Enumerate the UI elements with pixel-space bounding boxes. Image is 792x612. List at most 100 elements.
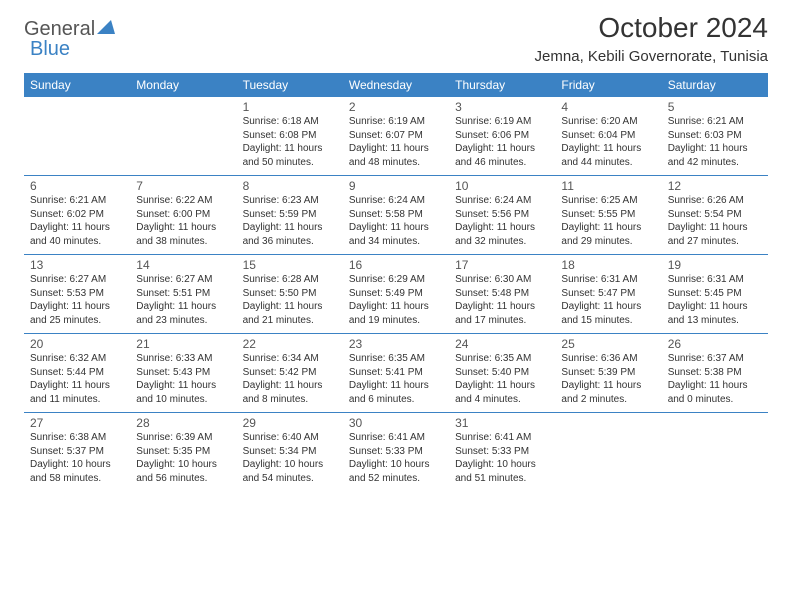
calendar-day-cell: 21Sunrise: 6:33 AMSunset: 5:43 PMDayligh… bbox=[130, 334, 236, 413]
calendar-body: 1Sunrise: 6:18 AMSunset: 6:08 PMDaylight… bbox=[24, 97, 768, 491]
calendar-day-cell: 23Sunrise: 6:35 AMSunset: 5:41 PMDayligh… bbox=[343, 334, 449, 413]
calendar-week-row: 27Sunrise: 6:38 AMSunset: 5:37 PMDayligh… bbox=[24, 413, 768, 492]
calendar-day-cell: 31Sunrise: 6:41 AMSunset: 5:33 PMDayligh… bbox=[449, 413, 555, 492]
calendar-day-cell: 24Sunrise: 6:35 AMSunset: 5:40 PMDayligh… bbox=[449, 334, 555, 413]
calendar-day-cell: 1Sunrise: 6:18 AMSunset: 6:08 PMDaylight… bbox=[237, 97, 343, 176]
calendar-day-cell: 9Sunrise: 6:24 AMSunset: 5:58 PMDaylight… bbox=[343, 176, 449, 255]
day-info: Sunrise: 6:35 AMSunset: 5:40 PMDaylight:… bbox=[455, 352, 549, 406]
day-number: 6 bbox=[30, 179, 124, 193]
calendar-day-cell: 20Sunrise: 6:32 AMSunset: 5:44 PMDayligh… bbox=[24, 334, 130, 413]
weekday-header-row: SundayMondayTuesdayWednesdayThursdayFrid… bbox=[24, 73, 768, 97]
day-info: Sunrise: 6:37 AMSunset: 5:38 PMDaylight:… bbox=[668, 352, 762, 406]
calendar-day-cell: 4Sunrise: 6:20 AMSunset: 6:04 PMDaylight… bbox=[555, 97, 661, 176]
day-number: 15 bbox=[243, 258, 337, 272]
month-title: October 2024 bbox=[535, 12, 768, 44]
calendar-day-cell: 25Sunrise: 6:36 AMSunset: 5:39 PMDayligh… bbox=[555, 334, 661, 413]
calendar-day-cell: 16Sunrise: 6:29 AMSunset: 5:49 PMDayligh… bbox=[343, 255, 449, 334]
location-text: Jemna, Kebili Governorate, Tunisia bbox=[535, 48, 768, 65]
day-number: 5 bbox=[668, 100, 762, 114]
day-number: 28 bbox=[136, 416, 230, 430]
day-info: Sunrise: 6:18 AMSunset: 6:08 PMDaylight:… bbox=[243, 115, 337, 169]
day-number: 1 bbox=[243, 100, 337, 114]
calendar-day-cell: 12Sunrise: 6:26 AMSunset: 5:54 PMDayligh… bbox=[662, 176, 768, 255]
day-info: Sunrise: 6:20 AMSunset: 6:04 PMDaylight:… bbox=[561, 115, 655, 169]
calendar-day-cell: 29Sunrise: 6:40 AMSunset: 5:34 PMDayligh… bbox=[237, 413, 343, 492]
day-info: Sunrise: 6:25 AMSunset: 5:55 PMDaylight:… bbox=[561, 194, 655, 248]
day-number: 14 bbox=[136, 258, 230, 272]
day-info: Sunrise: 6:31 AMSunset: 5:47 PMDaylight:… bbox=[561, 273, 655, 327]
day-info: Sunrise: 6:34 AMSunset: 5:42 PMDaylight:… bbox=[243, 352, 337, 406]
day-info: Sunrise: 6:21 AMSunset: 6:03 PMDaylight:… bbox=[668, 115, 762, 169]
weekday-header: Saturday bbox=[662, 73, 768, 97]
calendar-week-row: 6Sunrise: 6:21 AMSunset: 6:02 PMDaylight… bbox=[24, 176, 768, 255]
day-number: 2 bbox=[349, 100, 443, 114]
day-number: 27 bbox=[30, 416, 124, 430]
day-number: 26 bbox=[668, 337, 762, 351]
day-number: 8 bbox=[243, 179, 337, 193]
weekday-header: Wednesday bbox=[343, 73, 449, 97]
day-info: Sunrise: 6:26 AMSunset: 5:54 PMDaylight:… bbox=[668, 194, 762, 248]
day-info: Sunrise: 6:19 AMSunset: 6:06 PMDaylight:… bbox=[455, 115, 549, 169]
calendar-week-row: 20Sunrise: 6:32 AMSunset: 5:44 PMDayligh… bbox=[24, 334, 768, 413]
day-info: Sunrise: 6:32 AMSunset: 5:44 PMDaylight:… bbox=[30, 352, 124, 406]
day-info: Sunrise: 6:19 AMSunset: 6:07 PMDaylight:… bbox=[349, 115, 443, 169]
day-number: 29 bbox=[243, 416, 337, 430]
calendar-day-cell: 3Sunrise: 6:19 AMSunset: 6:06 PMDaylight… bbox=[449, 97, 555, 176]
day-info: Sunrise: 6:30 AMSunset: 5:48 PMDaylight:… bbox=[455, 273, 549, 327]
day-info: Sunrise: 6:41 AMSunset: 5:33 PMDaylight:… bbox=[349, 431, 443, 485]
calendar-day-cell: 26Sunrise: 6:37 AMSunset: 5:38 PMDayligh… bbox=[662, 334, 768, 413]
calendar-day-cell bbox=[24, 97, 130, 176]
calendar-day-cell: 13Sunrise: 6:27 AMSunset: 5:53 PMDayligh… bbox=[24, 255, 130, 334]
day-info: Sunrise: 6:27 AMSunset: 5:53 PMDaylight:… bbox=[30, 273, 124, 327]
day-number: 31 bbox=[455, 416, 549, 430]
day-number: 17 bbox=[455, 258, 549, 272]
calendar-day-cell: 6Sunrise: 6:21 AMSunset: 6:02 PMDaylight… bbox=[24, 176, 130, 255]
day-number: 10 bbox=[455, 179, 549, 193]
day-info: Sunrise: 6:22 AMSunset: 6:00 PMDaylight:… bbox=[136, 194, 230, 248]
day-number: 25 bbox=[561, 337, 655, 351]
brand-text-blue-wrap: Blue bbox=[30, 38, 70, 61]
calendar-day-cell: 18Sunrise: 6:31 AMSunset: 5:47 PMDayligh… bbox=[555, 255, 661, 334]
day-info: Sunrise: 6:21 AMSunset: 6:02 PMDaylight:… bbox=[30, 194, 124, 248]
weekday-header: Sunday bbox=[24, 73, 130, 97]
day-number: 3 bbox=[455, 100, 549, 114]
day-number: 19 bbox=[668, 258, 762, 272]
calendar-table: SundayMondayTuesdayWednesdayThursdayFrid… bbox=[24, 73, 768, 491]
day-info: Sunrise: 6:27 AMSunset: 5:51 PMDaylight:… bbox=[136, 273, 230, 327]
day-info: Sunrise: 6:36 AMSunset: 5:39 PMDaylight:… bbox=[561, 352, 655, 406]
day-info: Sunrise: 6:40 AMSunset: 5:34 PMDaylight:… bbox=[243, 431, 337, 485]
day-number: 23 bbox=[349, 337, 443, 351]
weekday-header: Friday bbox=[555, 73, 661, 97]
calendar-day-cell: 22Sunrise: 6:34 AMSunset: 5:42 PMDayligh… bbox=[237, 334, 343, 413]
title-block: October 2024 Jemna, Kebili Governorate, … bbox=[535, 12, 768, 65]
calendar-day-cell bbox=[130, 97, 236, 176]
calendar-day-cell: 2Sunrise: 6:19 AMSunset: 6:07 PMDaylight… bbox=[343, 97, 449, 176]
day-info: Sunrise: 6:33 AMSunset: 5:43 PMDaylight:… bbox=[136, 352, 230, 406]
header: General October 2024 Jemna, Kebili Gover… bbox=[24, 12, 768, 65]
calendar-week-row: 13Sunrise: 6:27 AMSunset: 5:53 PMDayligh… bbox=[24, 255, 768, 334]
calendar-day-cell: 28Sunrise: 6:39 AMSunset: 5:35 PMDayligh… bbox=[130, 413, 236, 492]
day-info: Sunrise: 6:28 AMSunset: 5:50 PMDaylight:… bbox=[243, 273, 337, 327]
day-number: 22 bbox=[243, 337, 337, 351]
day-number: 12 bbox=[668, 179, 762, 193]
day-info: Sunrise: 6:31 AMSunset: 5:45 PMDaylight:… bbox=[668, 273, 762, 327]
day-info: Sunrise: 6:29 AMSunset: 5:49 PMDaylight:… bbox=[349, 273, 443, 327]
day-info: Sunrise: 6:41 AMSunset: 5:33 PMDaylight:… bbox=[455, 431, 549, 485]
brand-triangle-icon bbox=[97, 20, 115, 39]
day-number: 11 bbox=[561, 179, 655, 193]
weekday-header: Monday bbox=[130, 73, 236, 97]
calendar-day-cell: 19Sunrise: 6:31 AMSunset: 5:45 PMDayligh… bbox=[662, 255, 768, 334]
calendar-week-row: 1Sunrise: 6:18 AMSunset: 6:08 PMDaylight… bbox=[24, 97, 768, 176]
day-info: Sunrise: 6:39 AMSunset: 5:35 PMDaylight:… bbox=[136, 431, 230, 485]
brand-text-blue: Blue bbox=[30, 38, 70, 60]
day-number: 30 bbox=[349, 416, 443, 430]
day-number: 21 bbox=[136, 337, 230, 351]
day-number: 18 bbox=[561, 258, 655, 272]
calendar-day-cell: 27Sunrise: 6:38 AMSunset: 5:37 PMDayligh… bbox=[24, 413, 130, 492]
day-number: 7 bbox=[136, 179, 230, 193]
calendar-day-cell: 7Sunrise: 6:22 AMSunset: 6:00 PMDaylight… bbox=[130, 176, 236, 255]
calendar-day-cell: 5Sunrise: 6:21 AMSunset: 6:03 PMDaylight… bbox=[662, 97, 768, 176]
day-number: 13 bbox=[30, 258, 124, 272]
calendar-day-cell: 11Sunrise: 6:25 AMSunset: 5:55 PMDayligh… bbox=[555, 176, 661, 255]
day-number: 4 bbox=[561, 100, 655, 114]
